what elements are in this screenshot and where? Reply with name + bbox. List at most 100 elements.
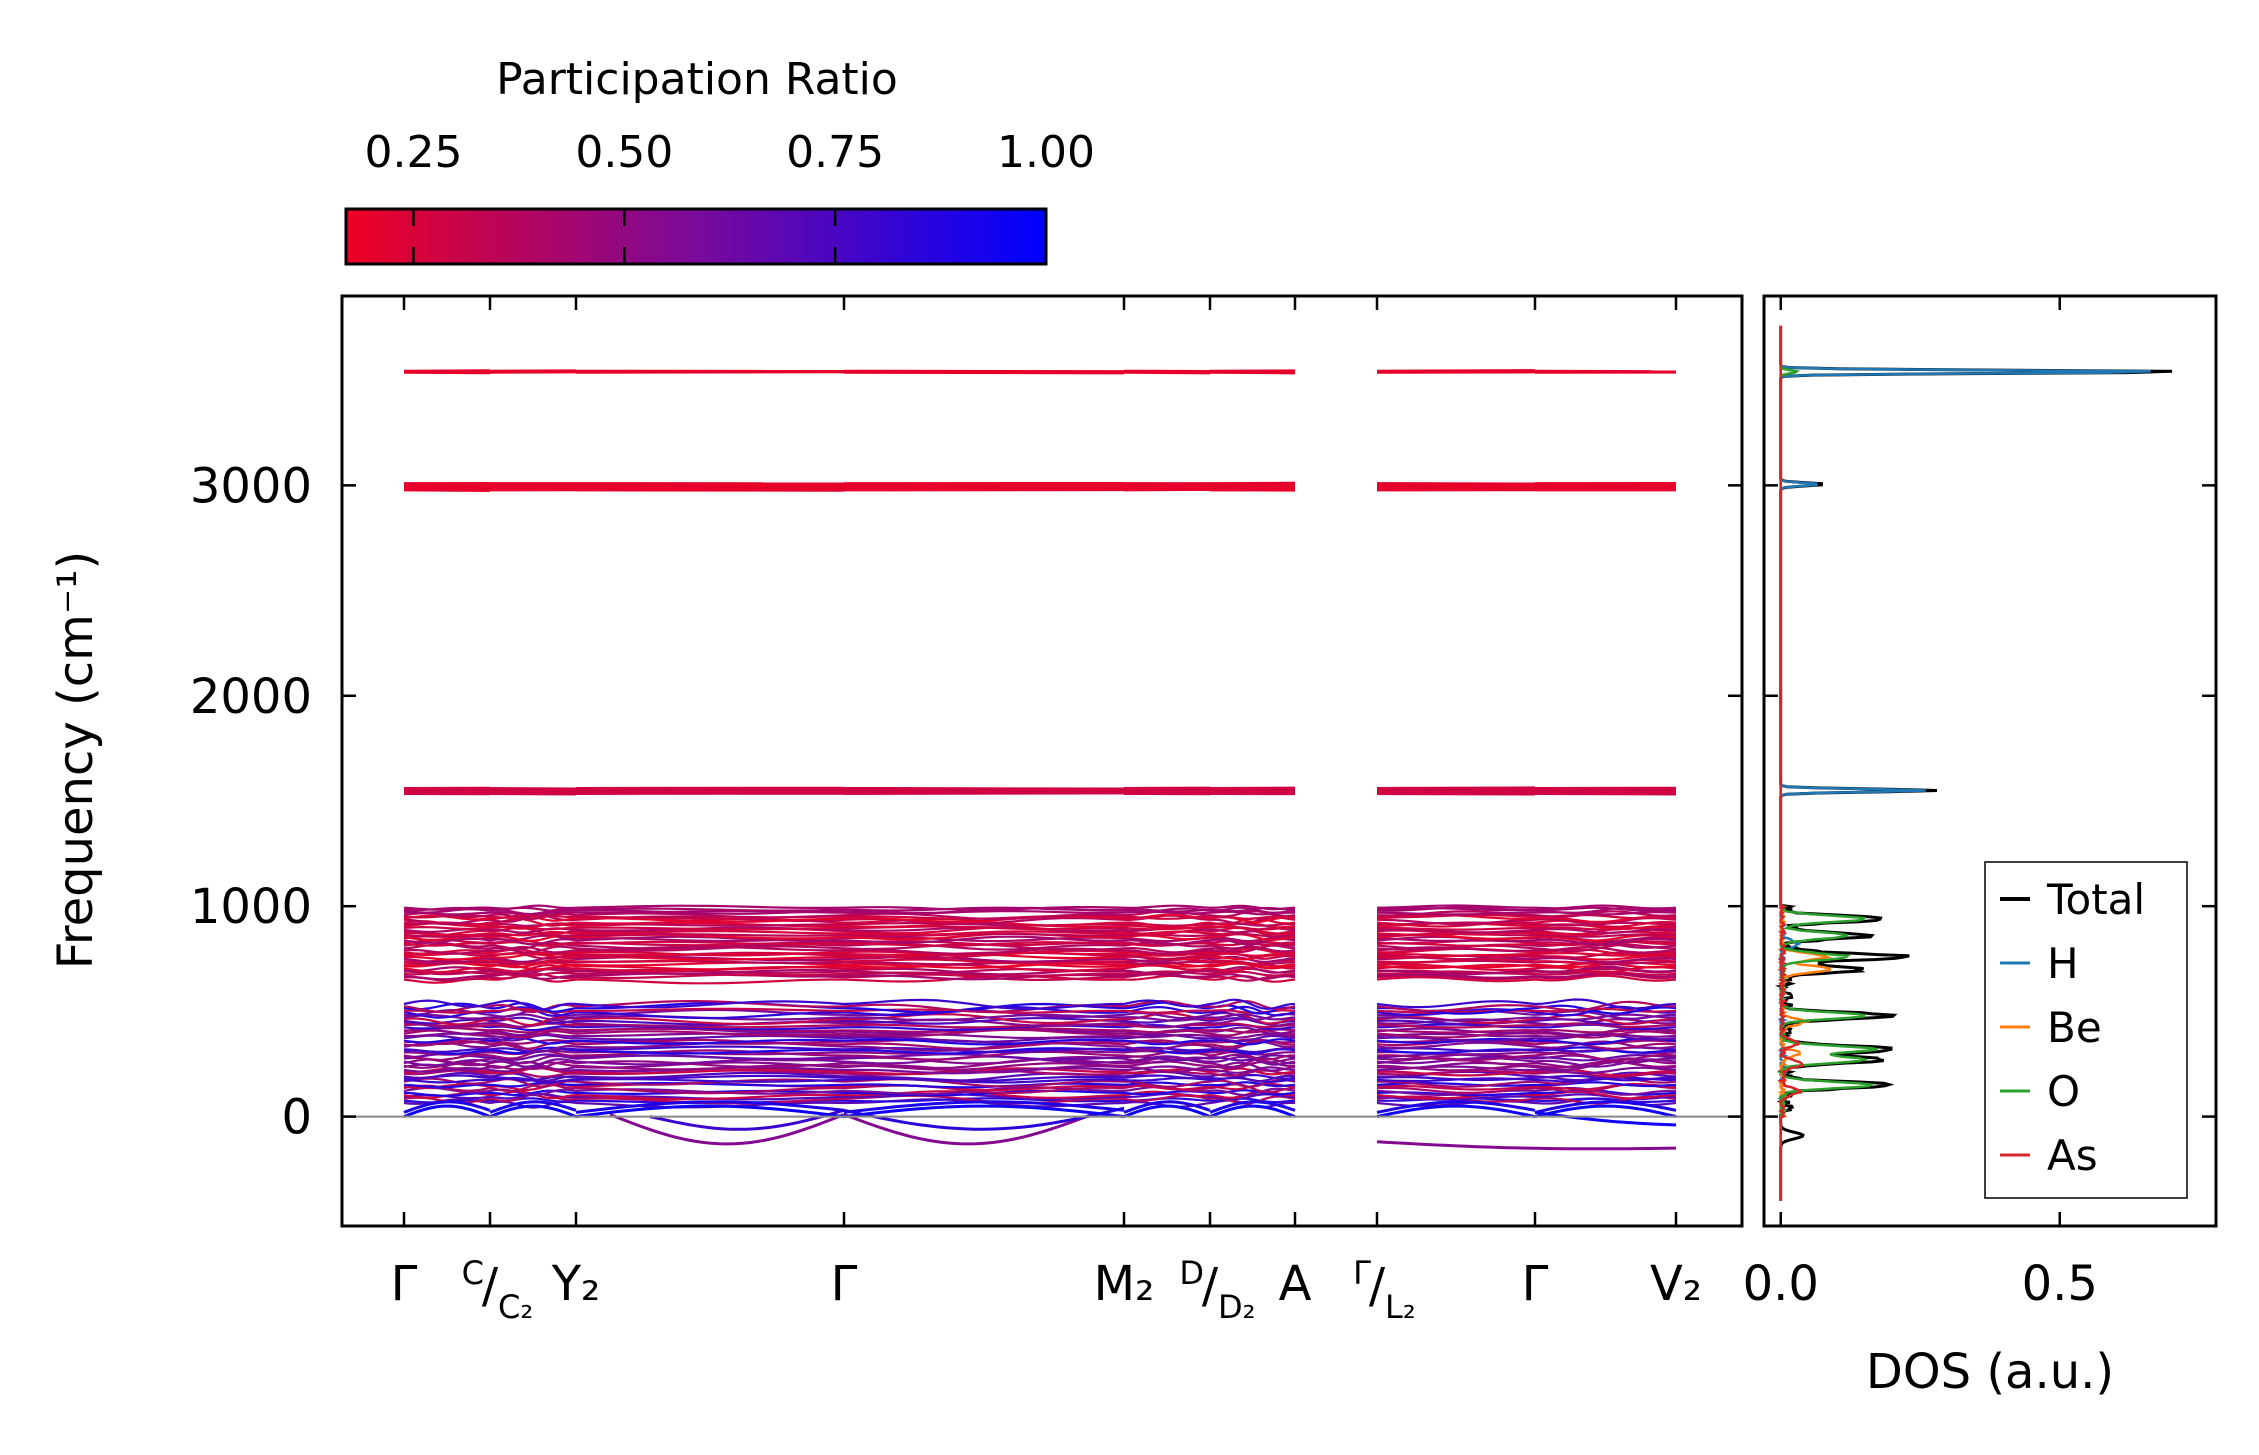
band-curve [575, 1038, 845, 1045]
colorbar-tick-label: 0.75 [786, 127, 884, 178]
colorbar-label: Participation Ratio [496, 54, 898, 105]
band-curve [1534, 998, 1677, 1010]
band-curve [1209, 1005, 1296, 1017]
band-curve [489, 945, 577, 954]
band-curve [1534, 904, 1677, 910]
acoustic-mode [1534, 1100, 1677, 1114]
dos-curves [1774, 325, 2173, 1201]
legend-label: Be [2047, 1003, 2102, 1052]
band-curve [843, 1058, 1125, 1070]
band-curve [489, 968, 576, 975]
acoustic-mode [575, 1104, 845, 1119]
high-symmetry-sup-label: Γ [1353, 1254, 1371, 1292]
band-curve [1209, 1073, 1296, 1083]
band-curve [1209, 1038, 1296, 1049]
band-curve [1123, 1074, 1211, 1080]
band-curve [1210, 944, 1296, 954]
band-curve [1534, 1097, 1677, 1104]
band-curve [489, 912, 577, 921]
band-curve [1376, 1086, 1536, 1094]
y-tick-label: 3000 [190, 458, 312, 514]
band-curve [843, 958, 1125, 965]
band-curve [403, 1018, 491, 1025]
band-curve [1209, 1050, 1295, 1061]
band-curve [1123, 921, 1211, 928]
legend-items: Total H Be O As [2000, 875, 2145, 1180]
band-curve [1123, 907, 1211, 913]
band-curve [843, 1082, 1125, 1089]
high-symmetry-label: Γ [831, 1256, 858, 1312]
band-curve [1376, 1027, 1536, 1034]
high-symmetry-label: Γ [391, 1256, 418, 1312]
band-curve [1123, 929, 1211, 936]
band-curve [1209, 1089, 1296, 1096]
band-curve [403, 929, 491, 937]
band-curve [1376, 1070, 1536, 1077]
band-curve [1123, 969, 1210, 976]
band-curve [843, 1050, 1125, 1061]
band-curve [403, 1083, 491, 1089]
band-curve [489, 1002, 577, 1013]
legend-label: H [2047, 939, 2079, 988]
band-curve [403, 1062, 491, 1069]
band-curve [1376, 1016, 1536, 1022]
acoustic-mode [1534, 1110, 1677, 1127]
band-curve [403, 948, 491, 955]
acoustic-mode [843, 1104, 1125, 1119]
band-curve [843, 1067, 1125, 1076]
band-curve [1209, 1083, 1296, 1094]
band-curve [1376, 907, 1536, 912]
imaginary-mode [609, 1113, 845, 1146]
band-curve [576, 1045, 845, 1051]
high-symmetry-sup-label: C [462, 1254, 484, 1292]
band-curve [1534, 1040, 1677, 1050]
band-curve [1534, 937, 1677, 946]
band-curve [1534, 1007, 1677, 1013]
band-curve [403, 966, 491, 974]
acoustic-mode [1123, 1100, 1211, 1114]
band-curve [575, 1017, 845, 1026]
band-curve [1534, 965, 1677, 973]
band-curve [1377, 969, 1536, 976]
band-curve [1376, 920, 1536, 928]
band-curve [575, 907, 845, 912]
band-curve [843, 1077, 1125, 1084]
band-curve [403, 970, 490, 976]
band-curve [1534, 1013, 1677, 1026]
dos-legend: Total H Be O As [1984, 861, 2188, 1199]
band-curve [1209, 1033, 1296, 1039]
acoustic-mode [1209, 1100, 1296, 1114]
band-curve [1209, 973, 1296, 981]
high-symmetry-label: Γ [1522, 1256, 1549, 1312]
band-curve [1534, 927, 1677, 934]
band-axes-frame [340, 294, 1744, 1228]
band-curve [1209, 1040, 1296, 1051]
band-curve [1376, 1004, 1536, 1012]
band-curve [575, 1054, 845, 1060]
band-curve [1376, 973, 1536, 979]
band-curve [403, 960, 491, 965]
band-curve [575, 1048, 845, 1055]
high-symmetry-sup-label: D [1179, 1254, 1204, 1292]
acoustic-mode [489, 1100, 577, 1114]
legend-frame [1984, 861, 2188, 1199]
band-curve [843, 1017, 1125, 1025]
band-curve [1376, 1048, 1536, 1055]
y-axis-label: Frequency (cm⁻¹) [48, 551, 104, 969]
band-curve [843, 962, 1125, 969]
band-curve [1123, 1039, 1211, 1046]
band-curve [403, 1022, 491, 1029]
band-curve [1209, 1073, 1296, 1080]
band-curve [1123, 908, 1211, 913]
dos-curve-as [1777, 325, 1804, 1201]
flat-band-line [489, 790, 577, 794]
band-curve [403, 918, 491, 926]
band-curve [1376, 1084, 1536, 1091]
band-curve [1534, 974, 1677, 982]
band-curve [843, 935, 1125, 944]
band-curve [1123, 1084, 1211, 1091]
band-curve [1376, 1064, 1535, 1072]
band-curve [576, 1007, 845, 1012]
